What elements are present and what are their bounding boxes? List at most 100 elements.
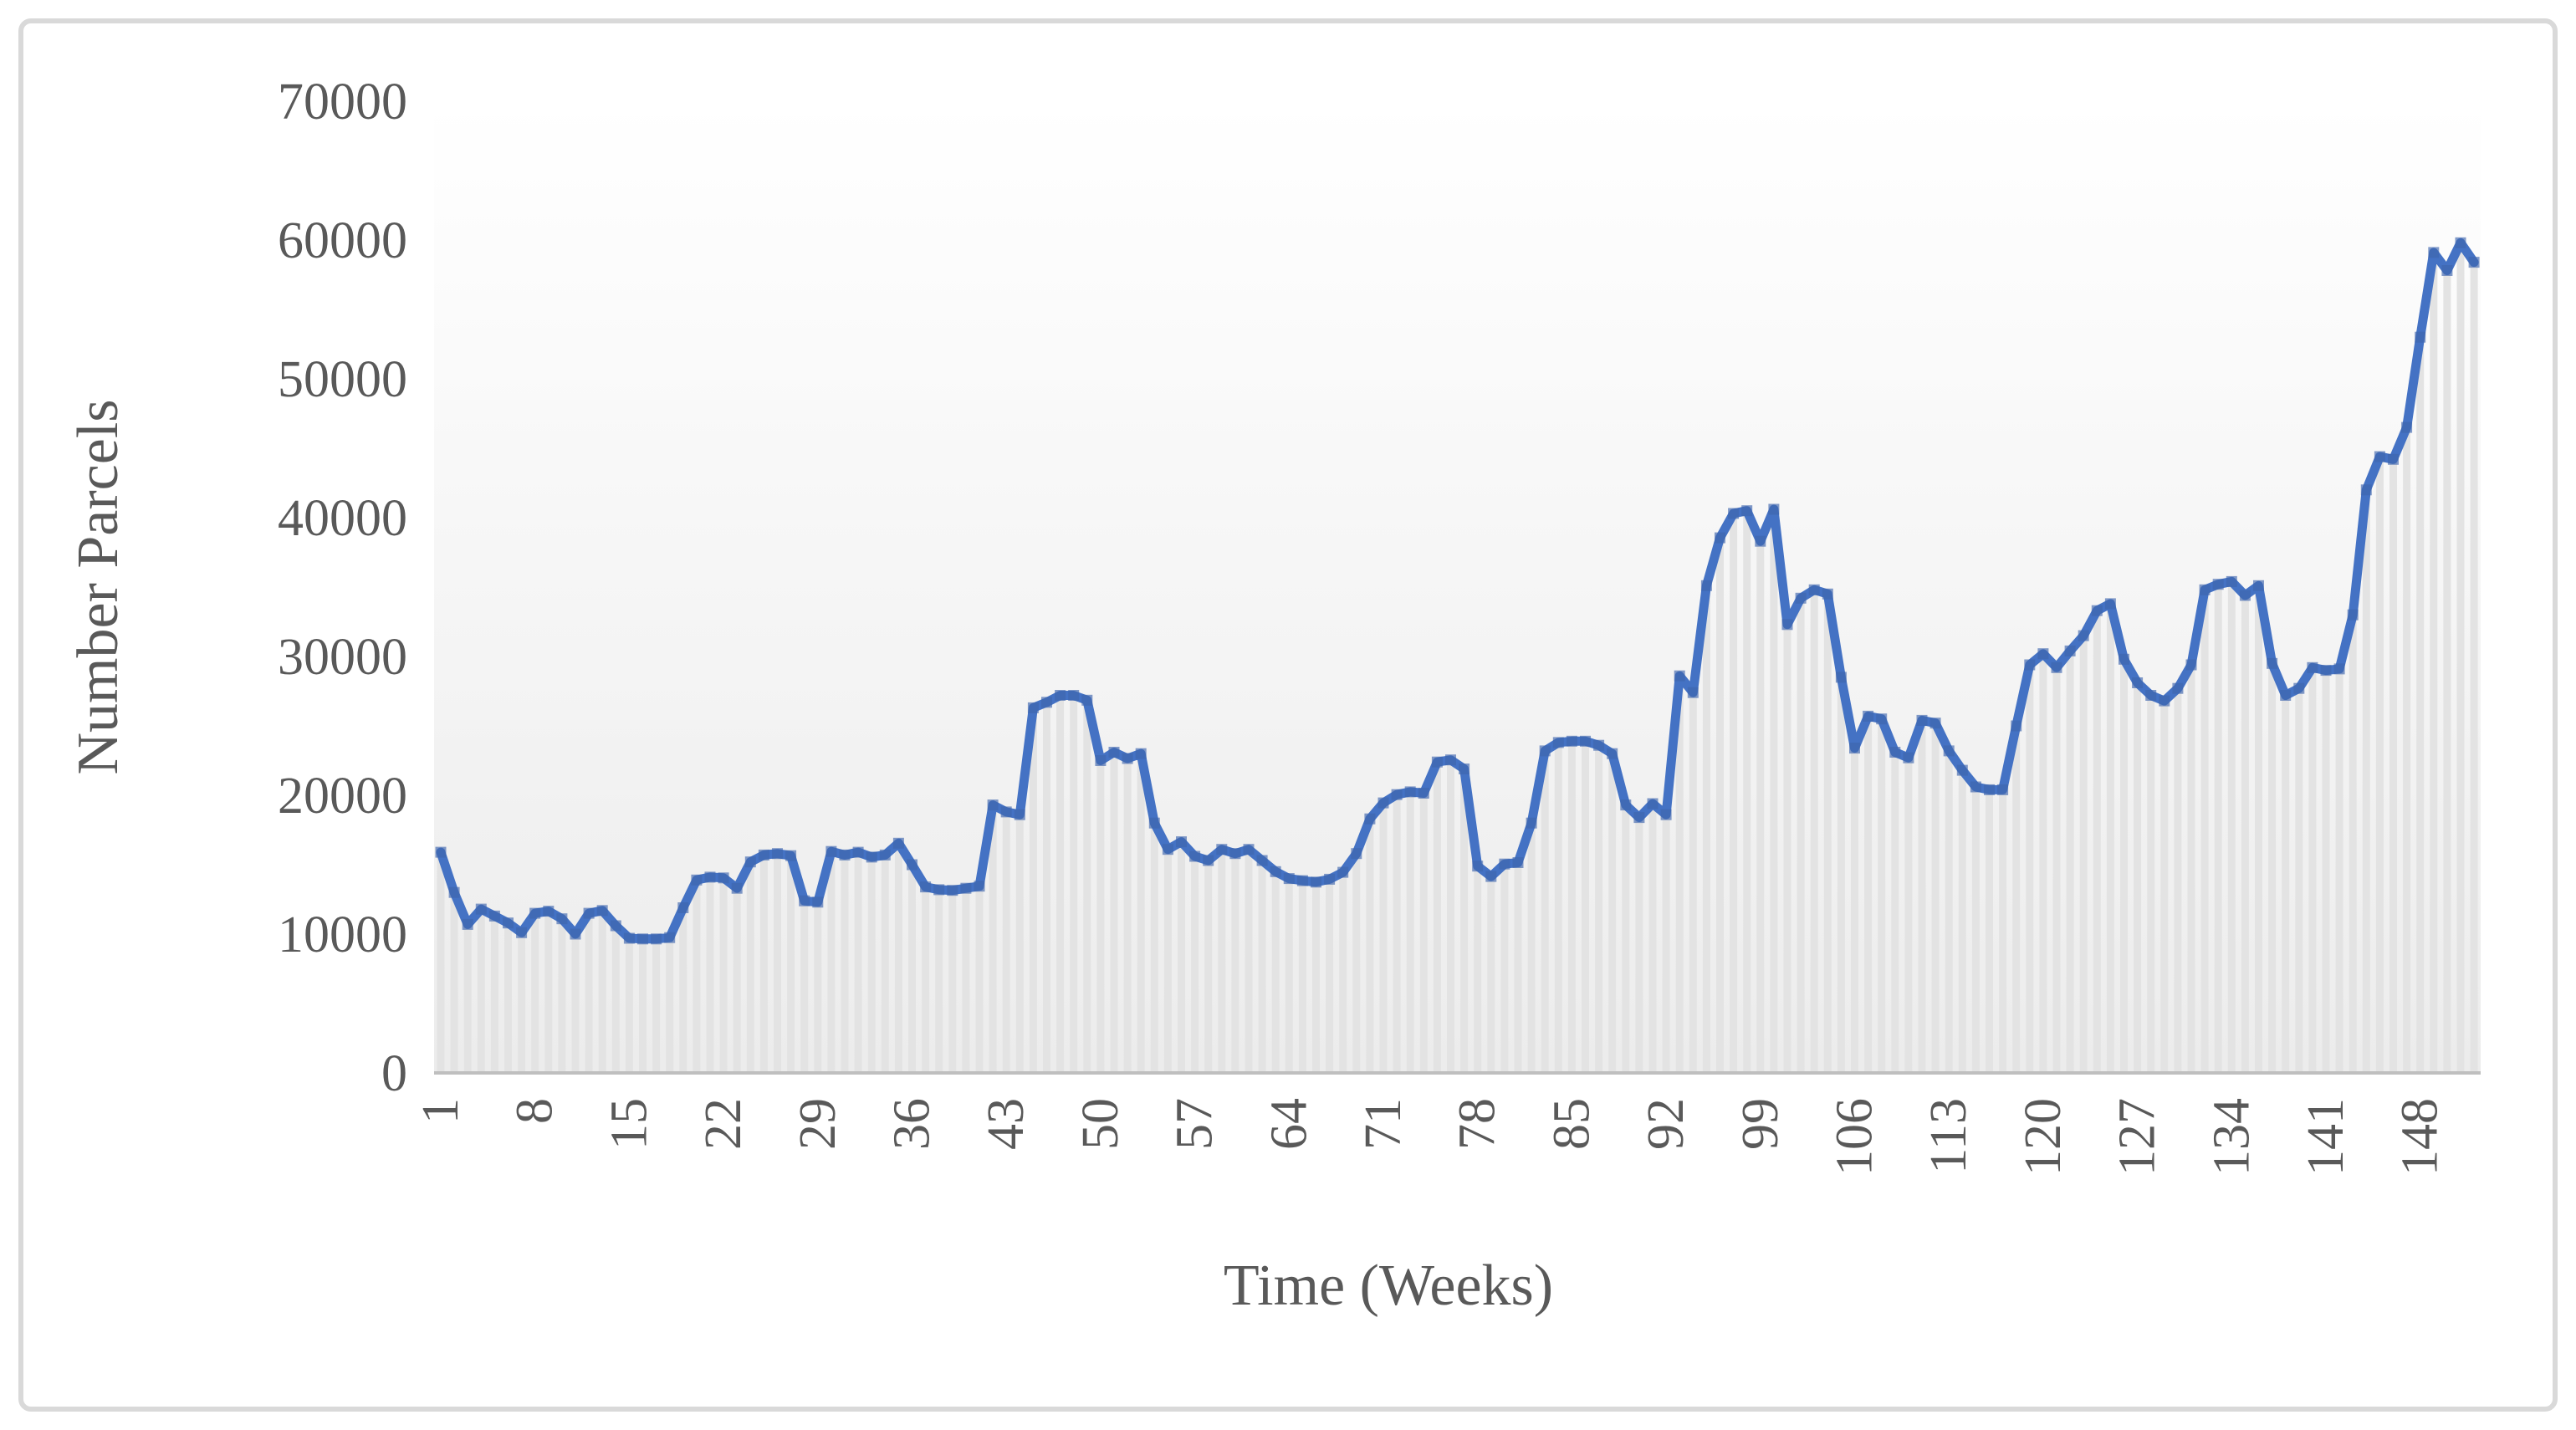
x-tick-141: 141 bbox=[2297, 1098, 2354, 1176]
column-week-138 bbox=[2282, 695, 2290, 1073]
data-point-week-59 bbox=[1216, 844, 1228, 855]
data-point-week-15 bbox=[623, 932, 635, 944]
column-week-3 bbox=[463, 924, 472, 1073]
data-point-week-73 bbox=[1404, 786, 1416, 798]
column-week-55 bbox=[1163, 849, 1172, 1073]
column-week-116 bbox=[1986, 789, 1993, 1073]
data-point-week-80 bbox=[1499, 858, 1510, 870]
column-week-14 bbox=[611, 926, 620, 1073]
x-tick-127: 127 bbox=[2109, 1098, 2166, 1176]
column-week-40 bbox=[962, 888, 970, 1073]
data-point-week-39 bbox=[947, 885, 958, 896]
column-week-117 bbox=[1999, 789, 2007, 1073]
data-point-week-129 bbox=[2159, 695, 2170, 707]
column-week-97 bbox=[1730, 513, 1738, 1073]
data-point-week-119 bbox=[2024, 659, 2036, 671]
column-week-24 bbox=[746, 861, 754, 1073]
data-point-week-87 bbox=[1593, 739, 1605, 751]
data-point-week-116 bbox=[1984, 784, 1995, 795]
column-week-113 bbox=[1945, 750, 1953, 1073]
column-week-27 bbox=[787, 855, 795, 1073]
column-week-149 bbox=[2430, 252, 2438, 1073]
column-week-73 bbox=[1406, 791, 1414, 1073]
data-point-week-136 bbox=[2253, 580, 2264, 591]
x-tick-64: 64 bbox=[1260, 1098, 1317, 1150]
data-point-week-8 bbox=[529, 907, 541, 919]
column-week-44 bbox=[1015, 815, 1024, 1073]
data-point-week-43 bbox=[1000, 806, 1012, 818]
column-week-146 bbox=[2389, 459, 2397, 1073]
column-week-143 bbox=[2349, 615, 2357, 1073]
data-point-week-50 bbox=[1095, 755, 1107, 766]
column-week-124 bbox=[2093, 610, 2101, 1073]
column-week-108 bbox=[1878, 718, 1886, 1073]
column-week-20 bbox=[693, 880, 701, 1073]
data-point-week-53 bbox=[1135, 748, 1147, 759]
data-point-week-117 bbox=[1997, 784, 2009, 795]
data-point-week-29 bbox=[812, 896, 824, 908]
data-point-week-124 bbox=[2091, 605, 2103, 616]
column-week-34 bbox=[881, 855, 889, 1073]
column-week-4 bbox=[477, 909, 485, 1073]
column-week-46 bbox=[1043, 702, 1050, 1073]
x-axis-title: Time (Weeks) bbox=[1224, 1254, 1553, 1318]
x-tick-85: 85 bbox=[1543, 1098, 1600, 1150]
data-point-week-65 bbox=[1296, 875, 1308, 886]
data-point-week-133 bbox=[2212, 579, 2224, 590]
column-week-32 bbox=[854, 852, 862, 1073]
data-point-week-4 bbox=[475, 903, 487, 915]
column-week-11 bbox=[571, 934, 580, 1073]
column-week-30 bbox=[827, 851, 836, 1073]
data-point-week-106 bbox=[1849, 743, 1860, 754]
data-point-week-36 bbox=[907, 859, 917, 871]
x-tick-15: 15 bbox=[601, 1098, 657, 1150]
column-week-37 bbox=[922, 886, 930, 1073]
column-week-132 bbox=[2200, 590, 2209, 1073]
data-point-week-146 bbox=[2388, 453, 2399, 465]
column-week-49 bbox=[1083, 700, 1091, 1073]
data-point-week-41 bbox=[974, 881, 985, 892]
data-point-week-38 bbox=[933, 884, 945, 896]
data-point-week-115 bbox=[1970, 781, 1981, 793]
column-week-63 bbox=[1271, 871, 1280, 1073]
x-tick-99: 99 bbox=[1732, 1098, 1789, 1150]
column-week-119 bbox=[2026, 665, 2034, 1073]
data-point-week-3 bbox=[462, 918, 473, 930]
column-week-38 bbox=[935, 889, 943, 1073]
data-point-week-70 bbox=[1364, 813, 1376, 825]
column-week-7 bbox=[518, 932, 526, 1073]
data-point-week-141 bbox=[2320, 665, 2332, 677]
column-week-2 bbox=[450, 892, 458, 1073]
column-week-89 bbox=[1622, 804, 1630, 1073]
column-week-94 bbox=[1689, 692, 1697, 1073]
column-week-65 bbox=[1298, 881, 1306, 1073]
column-week-74 bbox=[1419, 793, 1428, 1073]
data-point-week-57 bbox=[1189, 850, 1201, 862]
column-week-145 bbox=[2375, 457, 2384, 1073]
chart-border bbox=[18, 18, 2558, 1412]
data-point-week-103 bbox=[1808, 584, 1820, 595]
column-week-128 bbox=[2147, 695, 2155, 1073]
x-tick-92: 92 bbox=[1638, 1098, 1694, 1150]
column-week-144 bbox=[2362, 489, 2370, 1073]
column-week-10 bbox=[558, 918, 566, 1073]
data-point-week-61 bbox=[1243, 844, 1255, 855]
column-week-45 bbox=[1029, 707, 1037, 1073]
column-week-58 bbox=[1204, 861, 1213, 1073]
column-week-148 bbox=[2416, 337, 2425, 1073]
column-week-83 bbox=[1541, 750, 1549, 1073]
y-tick-30000: 30000 bbox=[278, 629, 407, 686]
column-week-101 bbox=[1783, 624, 1791, 1073]
data-point-week-94 bbox=[1687, 687, 1699, 698]
column-week-61 bbox=[1245, 849, 1253, 1073]
x-tick-78: 78 bbox=[1449, 1098, 1506, 1150]
column-week-99 bbox=[1756, 541, 1765, 1073]
column-week-21 bbox=[706, 876, 714, 1073]
data-point-week-147 bbox=[2401, 421, 2413, 433]
data-point-week-127 bbox=[2132, 677, 2144, 688]
column-week-123 bbox=[2079, 636, 2088, 1073]
column-week-75 bbox=[1433, 762, 1441, 1073]
data-point-week-26 bbox=[772, 848, 783, 860]
column-week-48 bbox=[1070, 695, 1078, 1073]
